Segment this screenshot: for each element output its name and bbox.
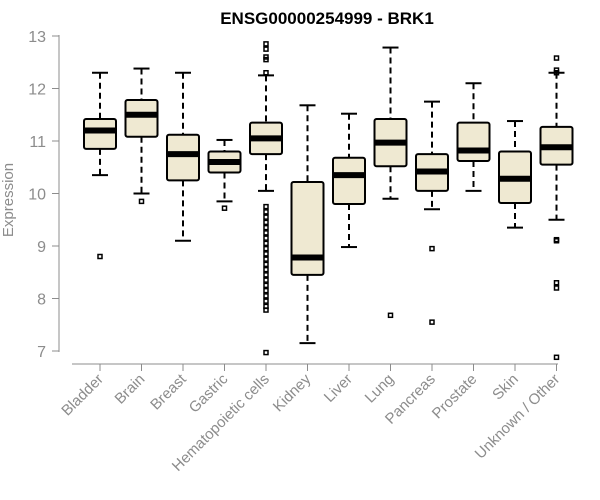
outlier-point — [263, 56, 269, 63]
outlier-point — [553, 285, 560, 291]
outlier-point — [263, 219, 269, 226]
outlier-point — [263, 256, 269, 262]
x-tick-label: Skin — [489, 371, 522, 404]
y-tick-label: 11 — [29, 134, 46, 151]
outlier-point — [263, 307, 269, 313]
box-brain — [124, 67, 159, 205]
x-tick-label: Lung — [362, 371, 398, 407]
outlier-point — [263, 261, 269, 268]
box-iqr — [166, 133, 200, 182]
outlier-point — [263, 46, 269, 52]
box-lung — [373, 46, 408, 319]
box-pancreas — [415, 100, 449, 325]
outlier-point — [263, 251, 269, 257]
outlier-point — [97, 253, 103, 260]
outlier-point — [263, 214, 269, 220]
outlier-point — [263, 203, 269, 210]
outlier-point — [263, 298, 269, 304]
box-breast — [166, 71, 200, 242]
box-series — [83, 41, 574, 361]
outlier-point — [263, 235, 269, 241]
y-tick-label: 9 — [37, 239, 46, 256]
y-tick-label: 8 — [37, 292, 46, 309]
x-tick-label: Brain — [112, 371, 149, 408]
y-tick-label: 13 — [28, 29, 46, 46]
box-prostate — [456, 82, 491, 192]
box-unknown-other — [539, 55, 574, 361]
outlier-point — [429, 319, 435, 325]
y-axis-ticks: 7 8 9 10 11 12 13 — [28, 29, 59, 361]
outlier-point — [263, 70, 269, 76]
box-hematopoietic-cells — [249, 41, 283, 356]
outlier-point — [138, 198, 145, 205]
outlier-point — [429, 245, 435, 252]
x-tick-label: Breast — [147, 370, 190, 413]
x-tick-label: Liver — [321, 371, 356, 406]
box-iqr — [124, 99, 159, 138]
outlier-point — [387, 312, 394, 319]
outlier-point — [553, 280, 560, 286]
box-kidney — [290, 104, 325, 345]
box-iqr — [290, 180, 325, 276]
y-tick-label: 12 — [28, 82, 46, 99]
x-tick-label: Bladder — [58, 371, 107, 420]
outlier-point — [263, 230, 269, 236]
box-gastric — [207, 138, 242, 211]
x-tick-label: Kidney — [270, 370, 315, 415]
box-skin — [498, 120, 532, 229]
outlier-point — [553, 70, 560, 76]
outlier-point — [263, 245, 269, 252]
outlier-point — [263, 272, 269, 278]
y-axis-label: Expression — [0, 163, 17, 237]
outlier-point — [263, 287, 269, 294]
chart-title: ENSG00000254999 - BRK1 — [220, 9, 434, 28]
x-tick-label: Prostate — [429, 371, 481, 423]
box-iqr — [83, 117, 117, 150]
outlier-point — [263, 293, 269, 299]
outlier-point — [263, 349, 269, 356]
outlier-point — [263, 282, 269, 289]
outlier-point — [263, 41, 269, 47]
outlier-point — [263, 209, 269, 215]
outlier-point — [263, 224, 269, 231]
box-iqr — [332, 156, 366, 206]
y-tick-label: 7 — [37, 344, 46, 361]
outlier-point — [263, 277, 269, 283]
box-iqr — [456, 121, 491, 162]
outlier-point — [263, 240, 269, 247]
outlier-point — [553, 354, 560, 361]
y-tick-label: 10 — [28, 187, 46, 204]
box-bladder — [83, 71, 117, 260]
outlier-point — [553, 55, 560, 61]
box-liver — [332, 112, 366, 249]
outlier-point — [221, 205, 228, 211]
outlier-point — [263, 266, 269, 273]
outlier-point — [553, 236, 560, 243]
